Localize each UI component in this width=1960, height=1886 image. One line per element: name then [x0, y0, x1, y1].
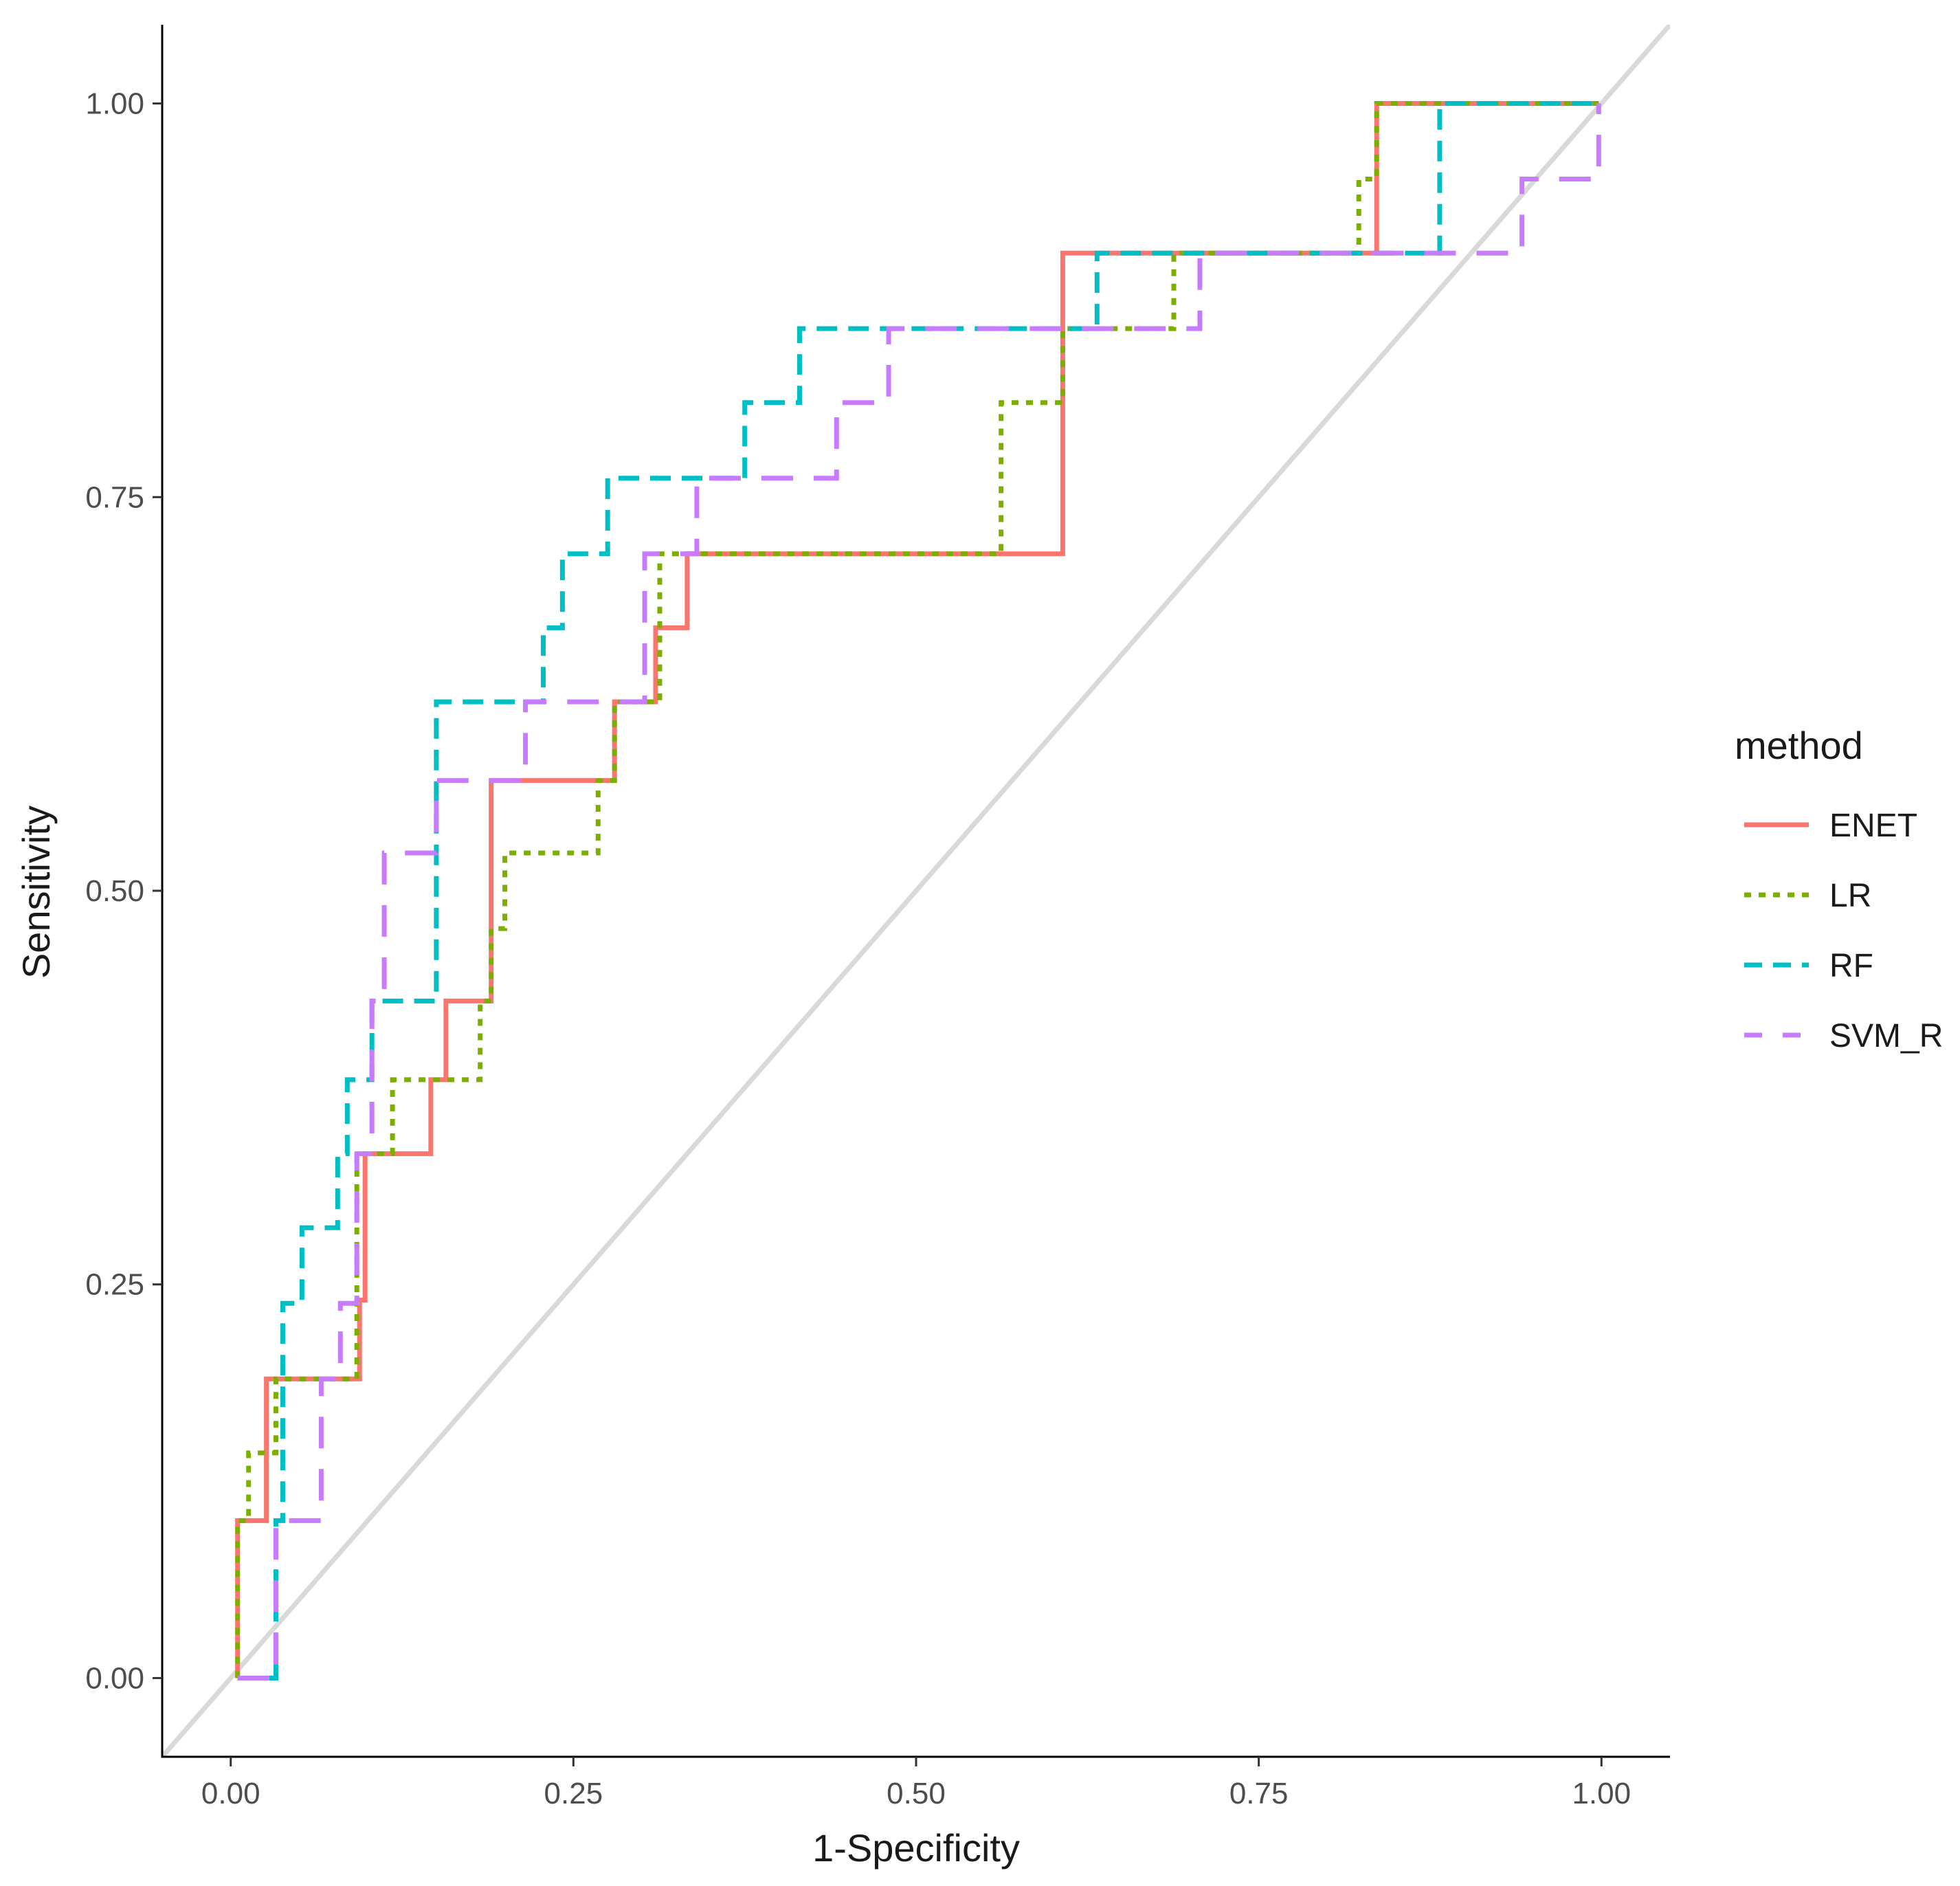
x-tick-label: 0.50	[887, 1777, 946, 1810]
y-tick-label: 1.00	[85, 87, 144, 121]
y-axis-title: Sensitivity	[14, 806, 58, 979]
legend-label: LR	[1829, 878, 1871, 914]
y-tick-label: 0.25	[85, 1268, 144, 1302]
axes: 0.00 0.25 0.50 0.75 1.00 0.00 0.25 0.50 0.75 1.00	[85, 25, 1670, 1810]
series-line-svm-r	[237, 103, 1601, 1680]
x-tick-label: 1.00	[1572, 1777, 1631, 1810]
x-tick-label: 0.75	[1229, 1777, 1289, 1810]
series-line-rf	[237, 101, 1599, 1680]
legend: method ENET LR RF SVM_R	[1735, 724, 1943, 1054]
x-axis-title: 1-Specificity	[812, 1826, 1020, 1870]
diagonal-reference-line	[162, 25, 1670, 1757]
legend-label: ENET	[1829, 808, 1917, 844]
legend-label: SVM_R	[1829, 1018, 1943, 1054]
y-tick-label: 0.75	[85, 480, 144, 514]
legend-title: method	[1735, 724, 1863, 767]
plot-area	[162, 25, 1670, 1757]
y-tick-label: 0.50	[85, 874, 144, 908]
x-tick-label: 0.25	[544, 1777, 603, 1810]
y-tick-label: 0.00	[85, 1661, 144, 1695]
x-tick-label: 0.00	[201, 1777, 260, 1810]
legend-label: RF	[1829, 948, 1873, 984]
series-line-lr	[235, 101, 1599, 1678]
series-line-enet	[235, 101, 1599, 1678]
